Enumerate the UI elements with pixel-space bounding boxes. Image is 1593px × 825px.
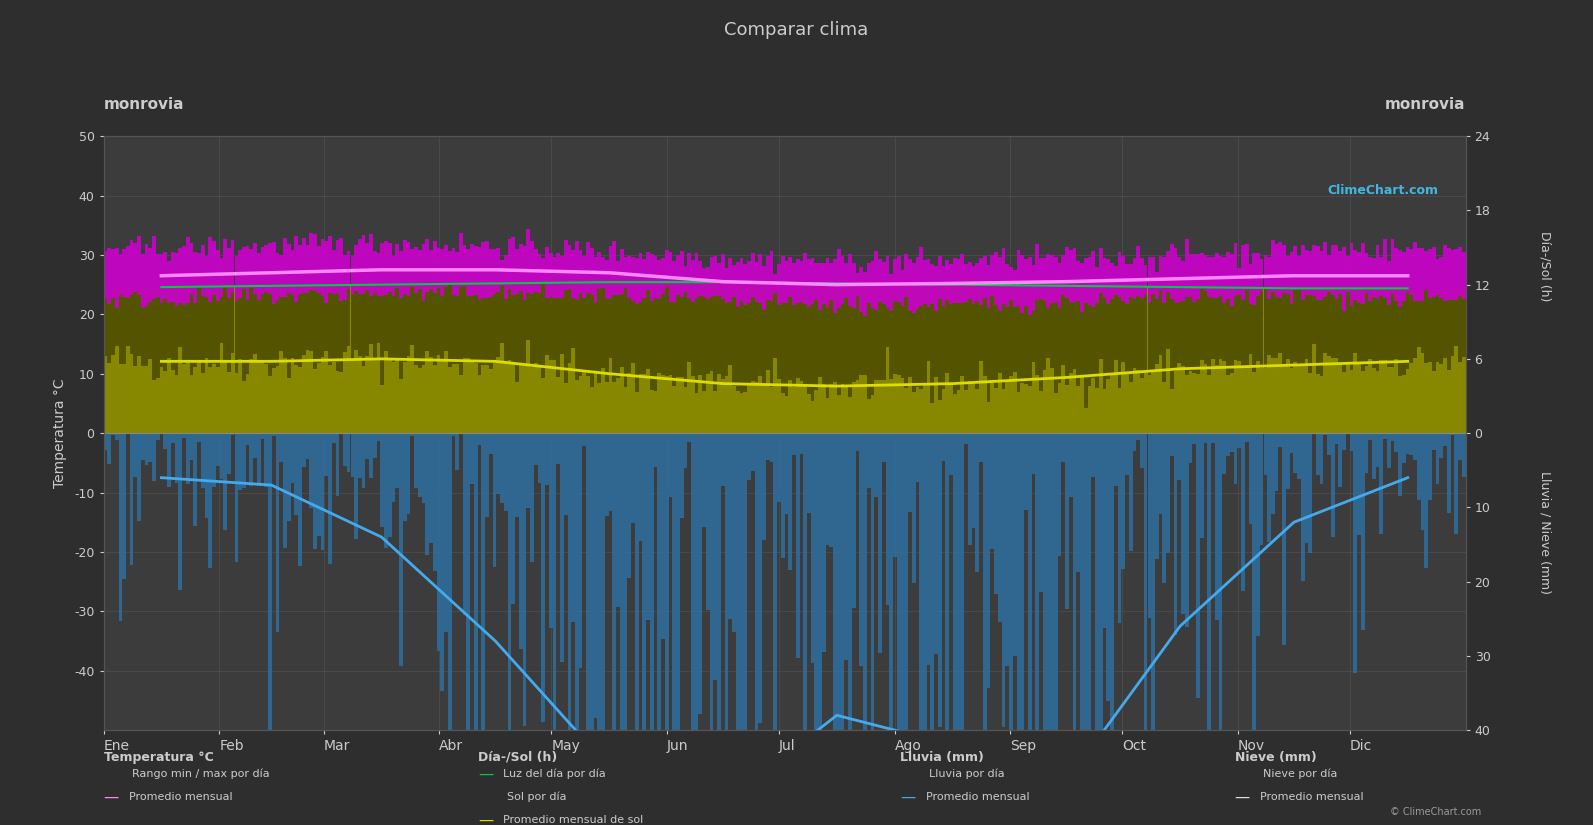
Text: ClimeChart.com: ClimeChart.com: [1327, 184, 1438, 196]
Text: Rango min / max por día: Rango min / max por día: [132, 769, 269, 779]
Text: © ClimeChart.com: © ClimeChart.com: [1391, 807, 1481, 817]
Text: Día-/Sol (h): Día-/Sol (h): [478, 751, 558, 764]
Text: Sol por día: Sol por día: [507, 792, 566, 802]
Text: Lluvia (mm): Lluvia (mm): [900, 751, 984, 764]
Text: —: —: [104, 790, 119, 804]
Text: —: —: [478, 813, 494, 825]
Text: Promedio mensual de sol: Promedio mensual de sol: [503, 815, 644, 825]
Text: —: —: [1235, 790, 1251, 804]
Y-axis label: Temperatura °C: Temperatura °C: [53, 379, 67, 488]
Text: Promedio mensual: Promedio mensual: [926, 792, 1029, 802]
Text: Nieve por día: Nieve por día: [1263, 769, 1338, 779]
Text: Luz del día por día: Luz del día por día: [503, 769, 607, 779]
Text: monrovia: monrovia: [1384, 97, 1466, 112]
Text: Día-/Sol (h): Día-/Sol (h): [1539, 231, 1552, 301]
Text: monrovia: monrovia: [104, 97, 185, 112]
Text: Promedio mensual: Promedio mensual: [129, 792, 233, 802]
Text: Nieve (mm): Nieve (mm): [1235, 751, 1316, 764]
Text: —: —: [900, 790, 916, 804]
Text: Lluvia por día: Lluvia por día: [929, 769, 1004, 779]
Text: Temperatura °C: Temperatura °C: [104, 751, 213, 764]
Text: —: —: [478, 766, 494, 781]
Text: Lluvia / Nieve (mm): Lluvia / Nieve (mm): [1539, 471, 1552, 594]
Text: Comparar clima: Comparar clima: [725, 21, 868, 39]
Text: Promedio mensual: Promedio mensual: [1260, 792, 1364, 802]
